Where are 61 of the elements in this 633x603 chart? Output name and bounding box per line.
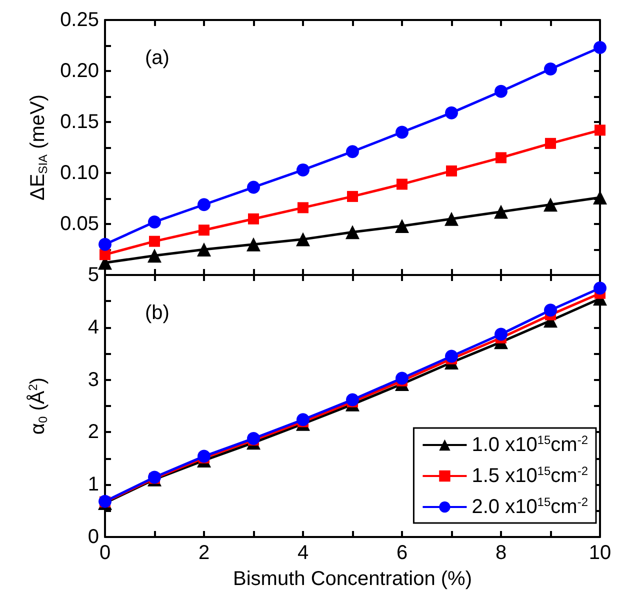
point [198, 224, 210, 236]
point [197, 242, 211, 256]
point [148, 248, 162, 263]
point [396, 178, 408, 190]
y-tick-label: 0.10 [60, 162, 99, 184]
x-tick-label: 10 [588, 542, 612, 564]
point [396, 372, 408, 385]
point [544, 304, 557, 317]
point [248, 213, 259, 224]
point [594, 282, 606, 295]
point [396, 126, 408, 139]
annotation: (b) [145, 302, 170, 324]
point [149, 236, 160, 247]
point [496, 152, 506, 164]
point [198, 450, 210, 463]
point [446, 165, 457, 176]
y-tick-label: 3 [88, 368, 99, 391]
point [594, 124, 606, 136]
x-axis-title: Bismuth Concentration (%) [233, 568, 472, 590]
y-tick-label: 0.05 [60, 213, 99, 235]
point [296, 232, 310, 246]
point [98, 238, 112, 251]
x-tick-label: 4 [297, 542, 309, 564]
y-tick-label: 0.15 [60, 111, 99, 133]
point [544, 198, 558, 212]
point [494, 204, 508, 219]
point [494, 328, 508, 341]
x-tick-label: 2 [198, 542, 210, 564]
y-tick-label: 5 [88, 264, 99, 286]
point [346, 225, 360, 240]
point [347, 190, 358, 202]
point [445, 350, 458, 363]
y-tick-label: 1 [88, 474, 99, 496]
x-tick-label: 6 [396, 542, 408, 564]
point [247, 180, 260, 194]
y-axis-title: ΔESIA (meV) [27, 94, 50, 201]
y-tick-label: 0.20 [60, 60, 99, 82]
point [346, 393, 359, 406]
annotation: (a) [145, 47, 170, 69]
point [544, 62, 557, 76]
point [247, 432, 260, 445]
point [100, 249, 110, 260]
y-axis-title: α0 (Å2) [26, 377, 50, 435]
point [346, 145, 359, 158]
point [594, 41, 606, 54]
y-tick-label: 4 [88, 316, 99, 338]
point [246, 237, 260, 252]
point [198, 198, 210, 212]
point [445, 106, 458, 120]
point [148, 215, 161, 228]
y-tick-label: 0 [88, 526, 99, 548]
y-tick-label: 0.25 [60, 9, 99, 31]
point [545, 138, 556, 149]
point [296, 413, 310, 426]
point [395, 219, 409, 234]
y-tick-label: 2 [88, 421, 99, 444]
x-tick-label: 8 [495, 542, 507, 564]
point [298, 202, 308, 214]
point [444, 212, 458, 226]
point [296, 163, 310, 176]
point [494, 84, 508, 98]
